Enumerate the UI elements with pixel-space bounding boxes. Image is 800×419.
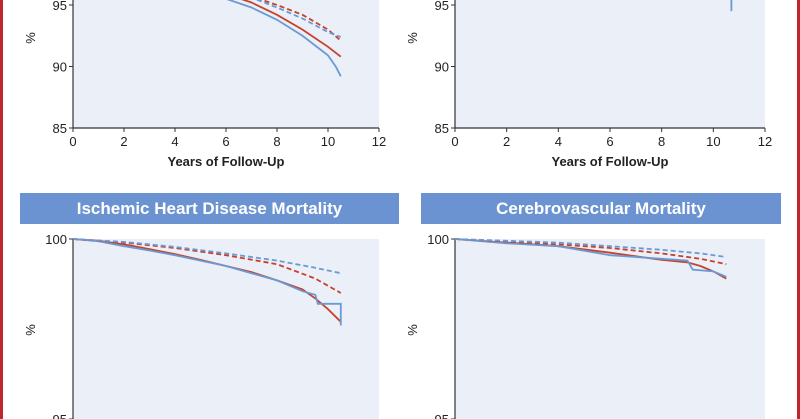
x-tick-label: 10 [321, 134, 335, 149]
y-axis-label: % [23, 32, 38, 44]
panel-title-cerebrovascular: Cerebrovascular Mortality [496, 198, 706, 218]
x-tick-label: 8 [658, 134, 665, 149]
x-tick-label: 6 [606, 134, 613, 149]
y-tick-label: 90 [53, 60, 67, 75]
x-tick-label: 4 [555, 134, 562, 149]
y-tick-label: 85 [435, 121, 449, 136]
plot-area-top-left [73, 0, 379, 128]
frame-left-border [0, 0, 3, 419]
y-axis-label: % [405, 32, 420, 44]
x-axis-title: Years of Follow-Up [551, 154, 668, 169]
series-red-solid-top-left [241, 0, 342, 58]
y-tick-label: 95 [435, 412, 449, 419]
series-blue-solid-bottom-right [454, 238, 727, 278]
x-tick-label: 2 [120, 134, 127, 149]
frame-right-border [797, 0, 800, 419]
panel-title-ischemic: Ischemic Heart Disease Mortality [76, 198, 343, 218]
plot-area-bottom-right [455, 239, 765, 419]
x-axis-title: Years of Follow-Up [167, 154, 284, 169]
y-tick-label: 100 [45, 232, 67, 247]
x-tick-label: 4 [171, 134, 178, 149]
y-tick-label: 85 [53, 121, 67, 136]
x-tick-label: 2 [503, 134, 510, 149]
y-axis-label: % [23, 324, 38, 336]
plot-area-top-right [455, 0, 765, 128]
series-blue-solid-bottom-left [72, 238, 342, 326]
x-tick-label: 0 [451, 134, 458, 149]
series-red-dashed-top-left [259, 0, 342, 42]
y-tick-label: 95 [53, 0, 67, 13]
series-blue-dashed-top-left [255, 0, 342, 38]
y-axis-label: % [405, 324, 420, 336]
x-tick-label: 6 [222, 134, 229, 149]
x-tick-label: 10 [706, 134, 720, 149]
banner-ischemic-heart-disease: Ischemic Heart Disease Mortality [20, 193, 399, 224]
x-tick-label: 8 [273, 134, 280, 149]
y-tick-label: 90 [435, 60, 449, 75]
y-tick-label: 95 [435, 0, 449, 13]
banner-cerebrovascular: Cerebrovascular Mortality [421, 193, 781, 224]
plot-area-bottom-left [73, 239, 379, 419]
y-tick-label: 95 [53, 412, 67, 419]
x-tick-label: 0 [69, 134, 76, 149]
series-blue-dashed-bottom-right [454, 238, 727, 258]
x-tick-label: 12 [758, 134, 772, 149]
series-blue-solid-top-left [226, 0, 342, 77]
y-tick-label: 100 [427, 232, 449, 247]
x-tick-label: 12 [372, 134, 386, 149]
series-blue-dashed-bottom-left [72, 238, 341, 275]
